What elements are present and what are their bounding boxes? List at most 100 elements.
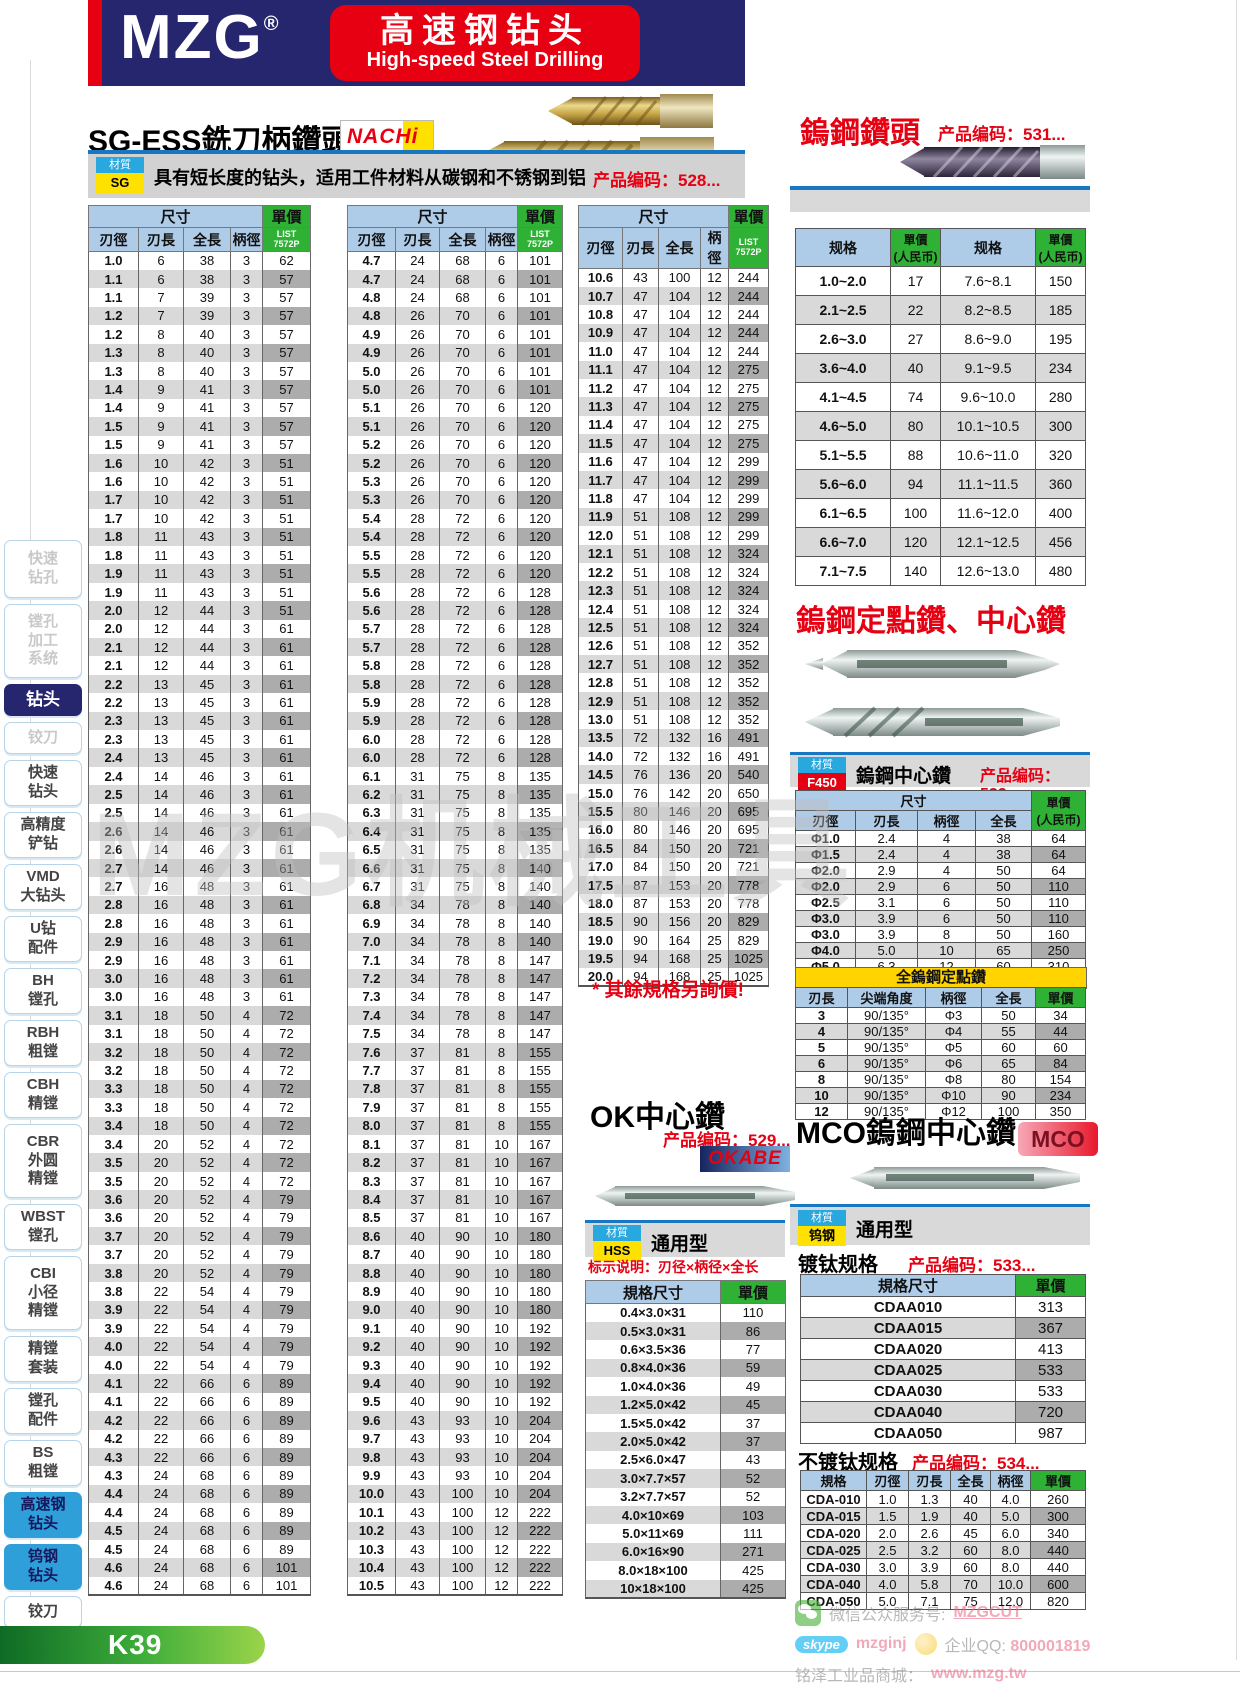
sidebar-item[interactable]: RBH 粗镗	[4, 1020, 82, 1066]
table-cell: 66	[183, 1429, 231, 1448]
table-cell: 28	[395, 564, 440, 583]
table-cell: 1025	[728, 949, 770, 968]
table-cell: 275	[728, 397, 770, 416]
sidebar-item[interactable]: BH 镗孔	[4, 968, 82, 1014]
table-cell: 38	[974, 830, 1033, 847]
table-cell: 46	[183, 766, 231, 786]
table-row: 1.3 8 40 3 57	[88, 361, 312, 381]
table-cell: 51	[622, 507, 659, 527]
page-title-cn: 高速钢钻头	[380, 11, 590, 50]
table-cell: 68	[183, 1484, 231, 1504]
sidebar-item[interactable]: CBR 外圆 精镗	[4, 1124, 82, 1198]
table-cell: 79	[262, 1208, 312, 1228]
table-cell: 135	[517, 785, 564, 804]
table-cell: 324	[728, 599, 770, 619]
table-row: 9.6 43 93 10 204	[347, 1411, 564, 1430]
table-cell: 47	[622, 470, 659, 490]
point-drill-title: 鎢鋼定點鑽、中心鑽	[796, 605, 1066, 638]
wechat-icon	[795, 1600, 821, 1626]
table-cell: CDA-015	[800, 1507, 867, 1525]
table-cell: 84	[622, 857, 659, 876]
table-cell: 6.0	[990, 1524, 1031, 1542]
table-cell: 51	[262, 564, 312, 583]
table-cell: 90/135°	[847, 1071, 926, 1088]
sidebar-item[interactable]: 高精度 铲钻	[4, 812, 82, 858]
table-cell: 10	[484, 1429, 519, 1448]
table-row: 5.2 26 70 6 120	[347, 453, 564, 473]
table-cell: 100	[439, 1576, 486, 1597]
table-cell: 6	[484, 435, 519, 454]
sidebar-item[interactable]: VMD 大钻头	[4, 864, 82, 910]
table-cell: 6	[484, 288, 519, 307]
sidebar-item[interactable]: 镗孔 加工 系统	[4, 604, 82, 678]
wechat-id-link[interactable]: MZGCUT	[953, 1604, 1022, 1621]
table-cell: 11	[138, 582, 184, 602]
table-cell: 26	[395, 325, 440, 344]
table-cell: 5.7	[347, 619, 396, 639]
table-cell: 8	[484, 1098, 519, 1117]
table-cell: 4.5	[88, 1539, 139, 1559]
table-row: 3.3 18 50 4 72	[88, 1098, 312, 1117]
table-cell: 68	[183, 1558, 231, 1577]
qq-number[interactable]: 800001819	[1010, 1638, 1091, 1655]
sidebar-item[interactable]: 快速 钻头	[4, 760, 82, 806]
table-cell: 81	[439, 1171, 486, 1191]
table-cell: 22	[138, 1300, 184, 1320]
sidebar-item[interactable]: CBH 精镗	[4, 1072, 82, 1118]
table-cell: 8	[795, 1071, 848, 1088]
table-cell: 6	[138, 251, 184, 270]
table-cell: 7	[138, 288, 184, 307]
col-price-rmb: 單價 (人民币)	[1031, 790, 1087, 831]
sidebar-item[interactable]: 铰刀	[4, 1596, 82, 1628]
table-cell: 61	[262, 822, 312, 841]
table-cell: 20	[699, 839, 730, 858]
table-cell: 101	[517, 269, 564, 289]
table-cell: 10	[484, 1374, 519, 1393]
sidebar-item[interactable]: 快速 钻孔	[4, 540, 82, 598]
table-row: 7.7 37 81 8 155	[347, 1061, 564, 1080]
sidebar-item[interactable]: WBST 镗孔	[4, 1204, 82, 1250]
table-row: 3.3 18 50 4 72	[88, 1079, 312, 1099]
table-row: 19.5 94 168 25 1025	[578, 949, 770, 968]
sidebar-item[interactable]: 钻头	[4, 684, 82, 716]
center-drill-image-1	[805, 650, 1060, 678]
table-cell: 2.2	[88, 693, 139, 712]
table-row: 5.7 28 72 6 128	[347, 619, 564, 639]
table-cell: 140	[517, 895, 564, 915]
sidebar-item[interactable]: BS 粗镗	[4, 1440, 82, 1486]
table-row: 4.8 24 68 6 101	[347, 288, 564, 307]
table-cell: 13	[138, 711, 184, 731]
table-row: 3.8 22 54 4 79	[88, 1282, 312, 1301]
table-row: 6 90/135° Φ6 65 84	[795, 1055, 1086, 1072]
table-cell: 13	[138, 730, 184, 749]
table-cell: 5.0	[855, 942, 918, 959]
table-row: 3.1 18 50 4 72	[88, 1006, 312, 1025]
table-row: 10.8 47 104 12 244	[578, 305, 770, 324]
table-row: 12 90/135° Φ12 100 350	[795, 1103, 1086, 1120]
table-cell: 4	[229, 1319, 264, 1338]
sidebar-item[interactable]: U钻 配件	[4, 916, 82, 962]
table-cell: 93	[439, 1429, 486, 1448]
table-cell: 132	[658, 747, 701, 766]
sidebar-item[interactable]: 精镗 套装	[4, 1336, 82, 1382]
table-row: 14.5 76 136 20 540	[578, 765, 770, 784]
table-cell: Φ8	[925, 1071, 982, 1088]
sidebar-item[interactable]: 高速钢 钻头	[4, 1492, 82, 1538]
table-row: 3 90/135° Φ3 50 34	[795, 1007, 1086, 1024]
table-cell: 18	[138, 1079, 184, 1099]
table-cell: 72	[439, 546, 486, 565]
table-row: 11.5 47 104 12 275	[578, 434, 770, 453]
tungsten-drill-code: 产品编码：531...	[938, 125, 1066, 144]
mall-url-link[interactable]: www.mzg.tw	[931, 1665, 1027, 1682]
table-cell: 31	[395, 822, 440, 841]
table-cell: 54	[183, 1300, 231, 1320]
table-cell: 66	[183, 1374, 231, 1393]
sidebar-item[interactable]: 钨钢 钻头	[4, 1544, 82, 1590]
table-cell: 3	[229, 950, 264, 970]
table-cell: 12	[699, 268, 730, 287]
skype-id[interactable]: mzginj	[855, 1635, 907, 1652]
table-cell: 12	[699, 470, 730, 490]
sidebar-item[interactable]: 镗孔 配件	[4, 1388, 82, 1434]
sidebar-item[interactable]: CBI 小径 精镗	[4, 1256, 82, 1330]
sidebar-item[interactable]: 铰刀	[4, 722, 82, 754]
